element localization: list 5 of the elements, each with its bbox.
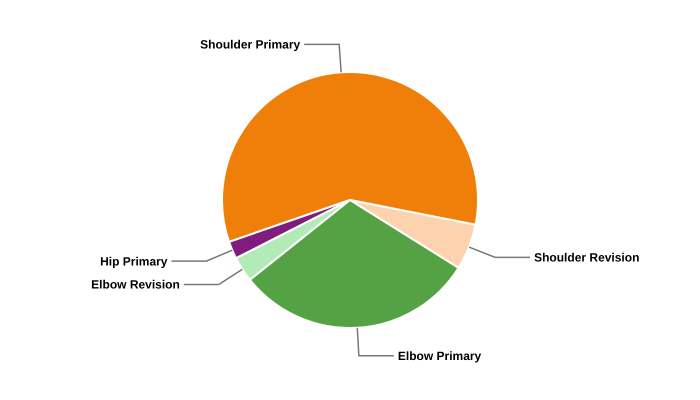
slice-label: Hip Primary	[100, 254, 168, 268]
slice-label: Elbow Revision	[91, 278, 180, 292]
slice-label: Elbow Primary	[398, 348, 482, 363]
slice-label: Shoulder Primary	[200, 38, 300, 52]
slice-label: Shoulder Revision	[534, 250, 640, 265]
